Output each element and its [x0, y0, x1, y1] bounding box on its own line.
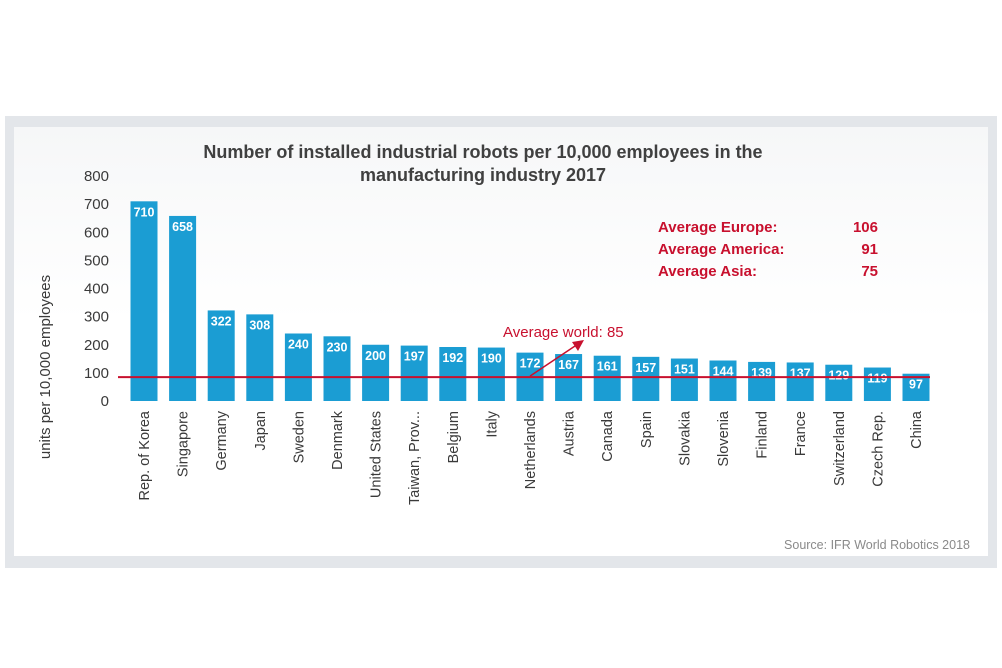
y-axis-ticks: 0 100 200 300 400 500 600 700 800 — [84, 168, 109, 410]
x-tick-label: United States — [369, 411, 385, 498]
x-tick-label: Rep. of Korea — [137, 410, 153, 500]
average-europe-label: Average Europe: — [658, 219, 777, 236]
x-tick-label: Czech Rep. — [870, 411, 886, 487]
average-asia-label: Average Asia: — [658, 263, 757, 280]
bar — [246, 314, 274, 401]
bar — [825, 364, 853, 401]
bar — [670, 358, 698, 401]
bar — [400, 345, 428, 401]
bar — [593, 355, 621, 401]
data-label: 200 — [365, 349, 386, 363]
x-tick-label: Slovakia — [677, 410, 693, 466]
data-label: 322 — [211, 314, 232, 328]
average-america-label: Average America: — [658, 241, 784, 258]
average-europe-value: 106 — [853, 219, 878, 236]
bar — [748, 361, 776, 401]
bar — [709, 360, 737, 401]
arrowhead-icon — [572, 340, 584, 351]
chart-title-line-2: manufacturing industry 2017 — [360, 165, 606, 185]
data-label: 97 — [909, 378, 923, 392]
averages-box: Average Europe: 106 Average America: 91 … — [658, 219, 878, 280]
chart-title-line-1: Number of installed industrial robots pe… — [203, 142, 762, 162]
bar — [169, 215, 197, 401]
x-tick-label: Japan — [253, 411, 269, 451]
y-tick-label: 600 — [84, 224, 109, 241]
bar — [902, 373, 930, 401]
x-tick-label: Netherlands — [523, 411, 539, 489]
x-tick-label: Canada — [600, 410, 616, 462]
y-tick-label: 400 — [84, 281, 109, 298]
data-label: 161 — [597, 360, 618, 374]
average-world-arrow — [529, 343, 579, 377]
data-label: 658 — [172, 220, 193, 234]
x-tick-label: Slovenia — [716, 410, 732, 467]
y-tick-label: 0 — [101, 393, 109, 410]
x-tick-label: Singapore — [176, 411, 192, 477]
data-label: 190 — [481, 352, 502, 366]
bar — [632, 356, 660, 401]
average-asia-value: 75 — [861, 263, 878, 280]
bars-group — [130, 201, 930, 401]
data-label: 192 — [442, 351, 463, 365]
bar — [130, 201, 158, 401]
x-tick-label: China — [909, 410, 925, 449]
y-axis-label: units per 10,000 employees — [37, 275, 54, 459]
y-tick-label: 100 — [84, 365, 109, 382]
x-tick-label: Belgium — [446, 411, 462, 463]
average-world-label: Average world: 85 — [503, 324, 624, 341]
x-tick-label: France — [793, 411, 809, 456]
data-labels-group: 710 658 322 308 240 230 200 197 192 190 172 167 161 1… — [134, 205, 923, 391]
x-tick-label: Sweden — [291, 411, 307, 463]
bar — [323, 336, 351, 401]
bar — [362, 344, 390, 401]
bar — [284, 333, 312, 401]
x-tick-label: Austria — [562, 410, 578, 456]
x-tick-label: Taiwan, Prov... — [407, 411, 423, 505]
data-label: 230 — [327, 340, 348, 354]
data-label: 157 — [635, 361, 656, 375]
y-tick-label: 300 — [84, 309, 109, 326]
data-label: 137 — [790, 366, 811, 380]
x-tick-label: Denmark — [330, 410, 346, 470]
bar — [207, 310, 235, 401]
data-label: 172 — [520, 357, 541, 371]
average-america-value: 91 — [861, 241, 878, 258]
x-tick-label: Switzerland — [832, 411, 848, 486]
y-tick-label: 200 — [84, 337, 109, 354]
bar — [477, 347, 505, 401]
data-label: 144 — [713, 365, 734, 379]
x-tick-label: Finland — [755, 411, 771, 459]
bar — [863, 367, 891, 401]
y-tick-label: 500 — [84, 252, 109, 269]
bar — [439, 347, 467, 401]
x-tick-label: Italy — [484, 410, 500, 437]
x-axis-ticks: Rep. of Korea Singapore Germany Japan Sweden… — [137, 410, 925, 505]
x-tick-label: Germany — [214, 410, 230, 470]
source-note: Source: IFR World Robotics 2018 — [784, 538, 970, 552]
y-tick-label: 700 — [84, 196, 109, 213]
data-label: 240 — [288, 338, 309, 352]
data-label: 710 — [134, 205, 155, 219]
data-label: 308 — [249, 318, 270, 332]
data-label: 167 — [558, 358, 579, 372]
data-label: 197 — [404, 350, 425, 364]
bar — [786, 362, 814, 401]
data-label: 119 — [867, 372, 887, 386]
data-label: 129 — [828, 369, 849, 383]
data-label: 151 — [674, 363, 695, 377]
y-tick-label: 800 — [84, 168, 109, 185]
x-tick-label: Spain — [639, 411, 655, 448]
